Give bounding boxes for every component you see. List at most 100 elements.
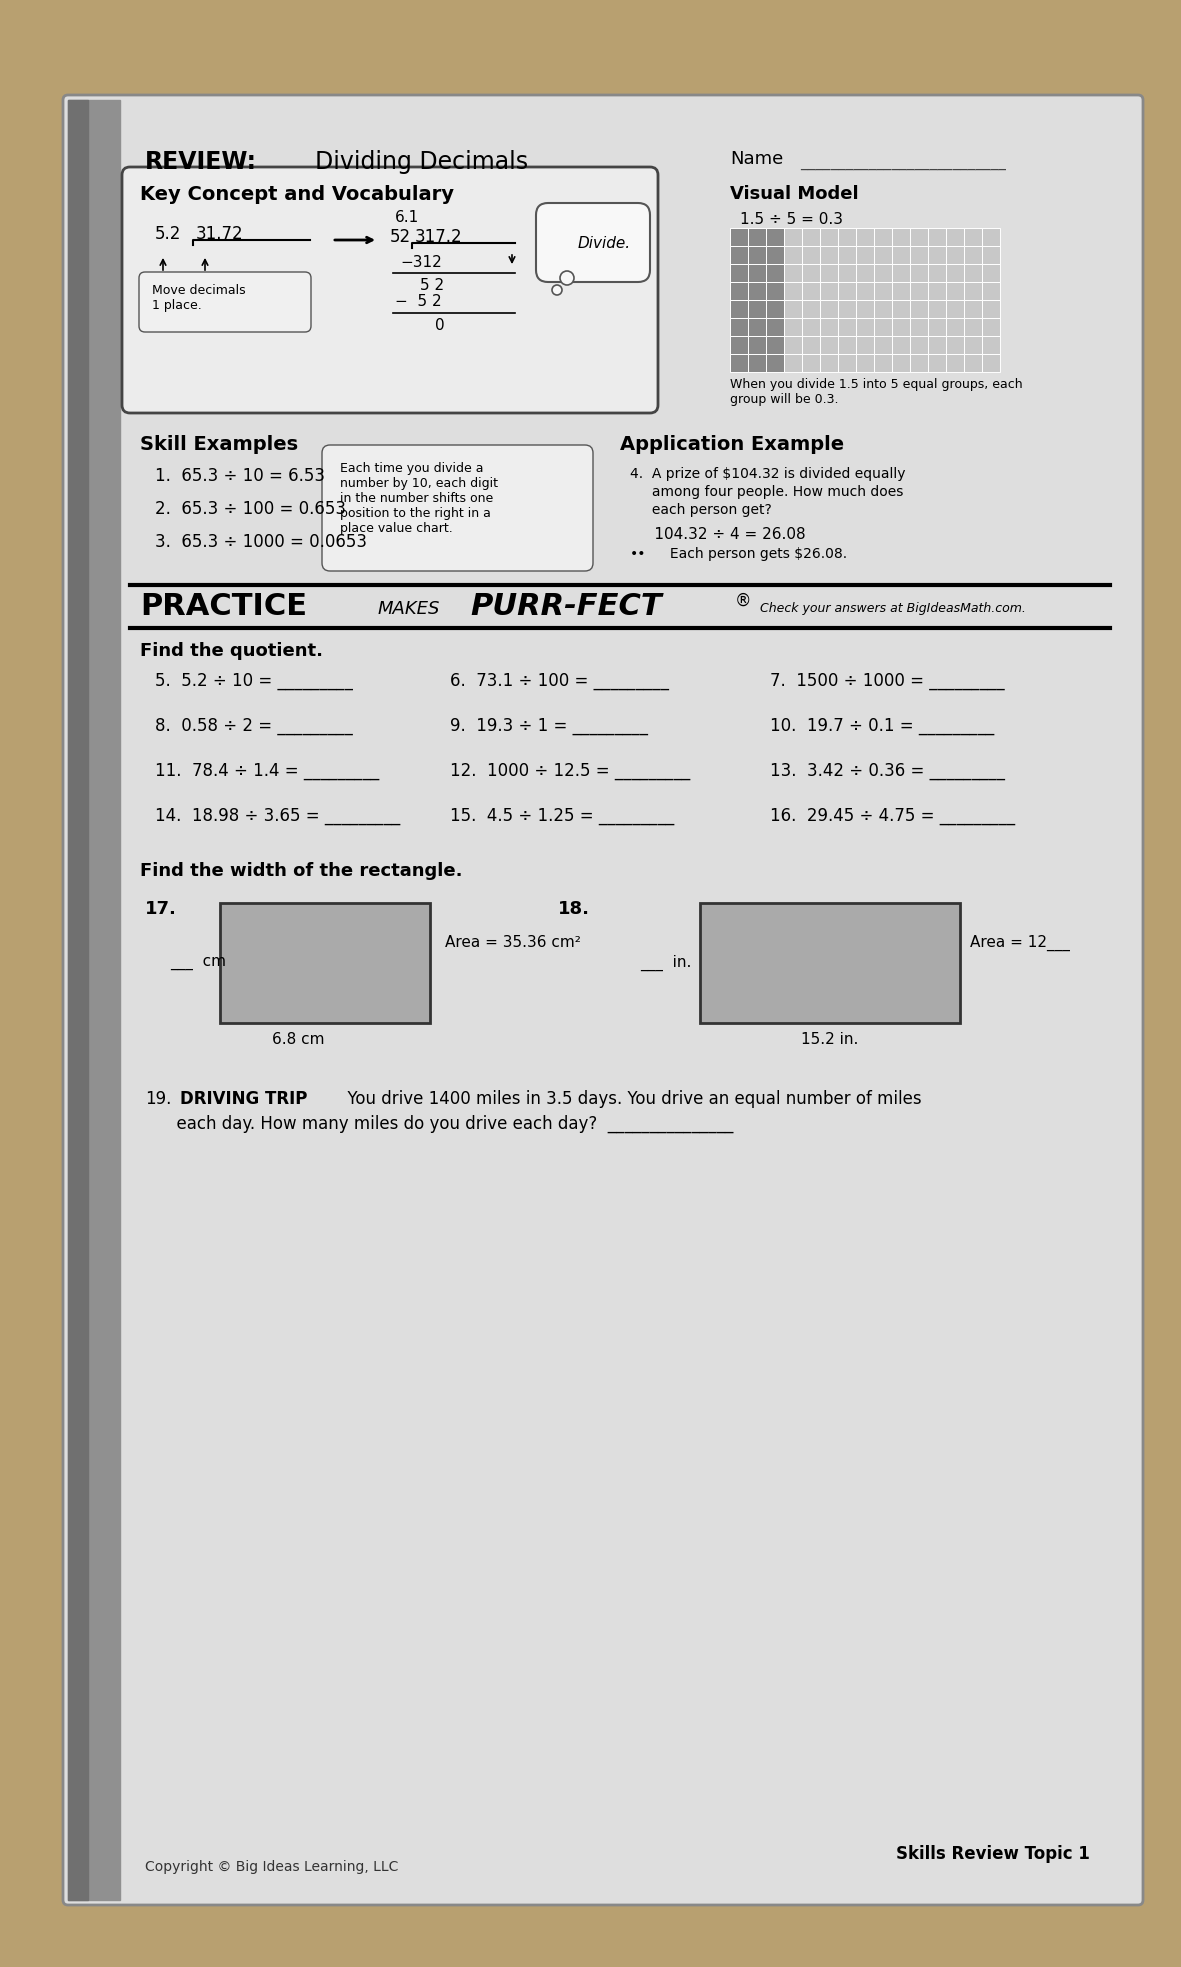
Bar [946, 246, 964, 264]
Bar [946, 336, 964, 354]
Text: 317.2: 317.2 [415, 228, 463, 246]
Text: 15.2 in.: 15.2 in. [802, 1033, 859, 1046]
Bar [928, 246, 946, 264]
Bar [839, 301, 856, 319]
Bar [802, 336, 820, 354]
FancyBboxPatch shape [139, 271, 311, 332]
Bar [839, 246, 856, 264]
Bar [911, 281, 928, 301]
Bar [856, 319, 874, 336]
Bar [784, 319, 802, 336]
Bar [748, 354, 766, 372]
Bar [928, 228, 946, 246]
Bar [874, 354, 892, 372]
Bar [839, 264, 856, 281]
Bar [964, 319, 981, 336]
Text: ___________________________: ___________________________ [800, 155, 1006, 169]
Text: Dividing Decimals: Dividing Decimals [300, 149, 528, 173]
Bar [766, 228, 784, 246]
Bar [856, 228, 874, 246]
Bar [748, 301, 766, 319]
Bar [748, 264, 766, 281]
Bar [748, 319, 766, 336]
Bar [839, 354, 856, 372]
Text: 17.: 17. [145, 901, 177, 919]
Text: 2.  65.3 ÷ 100 = 0.653: 2. 65.3 ÷ 100 = 0.653 [155, 500, 346, 517]
Bar [748, 228, 766, 246]
Bar [874, 281, 892, 301]
Bar [820, 246, 839, 264]
Bar [820, 301, 839, 319]
Bar [784, 281, 802, 301]
Bar [911, 354, 928, 372]
Bar [928, 264, 946, 281]
Bar [892, 228, 911, 246]
Bar [928, 301, 946, 319]
Bar [964, 264, 981, 281]
Bar [946, 319, 964, 336]
Bar [748, 281, 766, 301]
Bar [874, 228, 892, 246]
Bar [946, 264, 964, 281]
Bar [820, 281, 839, 301]
Bar [928, 319, 946, 336]
Bar [911, 228, 928, 246]
Text: Find the width of the rectangle.: Find the width of the rectangle. [141, 862, 463, 879]
Text: 6.  73.1 ÷ 100 = _________: 6. 73.1 ÷ 100 = _________ [450, 673, 668, 690]
Bar [946, 301, 964, 319]
Bar [730, 354, 748, 372]
Bar [874, 336, 892, 354]
Text: Move decimals
1 place.: Move decimals 1 place. [152, 283, 246, 313]
Bar [981, 264, 1000, 281]
Text: 11.  78.4 ÷ 1.4 = _________: 11. 78.4 ÷ 1.4 = _________ [155, 761, 379, 781]
Bar [856, 354, 874, 372]
Text: 10.  19.7 ÷ 0.1 = _________: 10. 19.7 ÷ 0.1 = _________ [770, 718, 994, 736]
Text: 52: 52 [390, 228, 411, 246]
Circle shape [560, 271, 574, 285]
Bar [964, 301, 981, 319]
Bar [856, 246, 874, 264]
Bar [911, 336, 928, 354]
Bar [946, 281, 964, 301]
Bar [839, 281, 856, 301]
Text: 104.32 ÷ 4 = 26.08: 104.32 ÷ 4 = 26.08 [629, 527, 805, 543]
Bar [766, 264, 784, 281]
Bar [856, 264, 874, 281]
Bar [981, 319, 1000, 336]
Bar [928, 336, 946, 354]
Text: 9.  19.3 ÷ 1 = _________: 9. 19.3 ÷ 1 = _________ [450, 718, 648, 736]
Bar [911, 264, 928, 281]
Bar [802, 264, 820, 281]
Text: 18.: 18. [557, 901, 590, 919]
FancyBboxPatch shape [536, 203, 650, 281]
Bar [748, 336, 766, 354]
Text: 1.5 ÷ 5 = 0.3: 1.5 ÷ 5 = 0.3 [740, 212, 843, 226]
Text: 16.  29.45 ÷ 4.75 = _________: 16. 29.45 ÷ 4.75 = _________ [770, 806, 1016, 824]
Bar [892, 319, 911, 336]
Text: ®: ® [735, 592, 751, 610]
Text: ••: •• [629, 547, 646, 561]
Bar [981, 354, 1000, 372]
Bar [964, 228, 981, 246]
Text: ___  cm: ___ cm [170, 956, 226, 970]
Bar [820, 319, 839, 336]
Text: 7.  1500 ÷ 1000 = _________: 7. 1500 ÷ 1000 = _________ [770, 673, 1005, 690]
Bar [784, 301, 802, 319]
Bar [892, 301, 911, 319]
Bar [700, 903, 960, 1023]
Bar [802, 281, 820, 301]
Bar [892, 264, 911, 281]
Bar [911, 246, 928, 264]
Bar [856, 336, 874, 354]
Text: 14.  18.98 ÷ 3.65 = _________: 14. 18.98 ÷ 3.65 = _________ [155, 806, 400, 824]
Text: 1.  65.3 ÷ 10 = 6.53: 1. 65.3 ÷ 10 = 6.53 [155, 466, 325, 486]
FancyBboxPatch shape [322, 445, 593, 570]
Bar [946, 354, 964, 372]
Text: Divide.: Divide. [578, 236, 631, 252]
Text: 5 2: 5 2 [420, 277, 444, 293]
Bar [856, 301, 874, 319]
Bar [784, 228, 802, 246]
Text: 6.1: 6.1 [394, 210, 419, 224]
Bar [730, 301, 748, 319]
Bar [911, 319, 928, 336]
